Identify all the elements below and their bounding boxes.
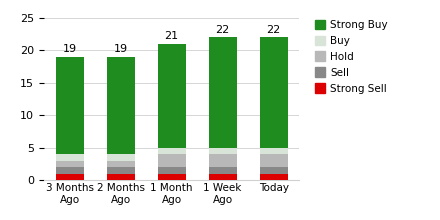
- Bar: [209, 167, 237, 174]
- Bar: [106, 167, 135, 174]
- Bar: [55, 161, 84, 167]
- Bar: [260, 148, 288, 154]
- Text: 22: 22: [216, 25, 230, 35]
- Bar: [260, 167, 288, 174]
- Bar: [55, 167, 84, 174]
- Bar: [106, 174, 135, 180]
- Bar: [55, 174, 84, 180]
- Text: 19: 19: [62, 44, 77, 54]
- Bar: [158, 44, 186, 148]
- Text: 22: 22: [267, 25, 281, 35]
- Bar: [158, 174, 186, 180]
- Bar: [55, 57, 84, 154]
- Bar: [209, 148, 237, 154]
- Bar: [55, 154, 84, 161]
- Bar: [260, 174, 288, 180]
- Bar: [158, 167, 186, 174]
- Legend: Strong Buy, Buy, Hold, Sell, Strong Sell: Strong Buy, Buy, Hold, Sell, Strong Sell: [315, 20, 388, 94]
- Bar: [106, 57, 135, 154]
- Text: 21: 21: [165, 31, 179, 41]
- Bar: [209, 174, 237, 180]
- Bar: [158, 154, 186, 167]
- Bar: [260, 37, 288, 148]
- Bar: [106, 154, 135, 161]
- Bar: [260, 154, 288, 167]
- Text: 19: 19: [114, 44, 128, 54]
- Bar: [106, 161, 135, 167]
- Bar: [158, 148, 186, 154]
- Bar: [209, 37, 237, 148]
- Bar: [209, 154, 237, 167]
